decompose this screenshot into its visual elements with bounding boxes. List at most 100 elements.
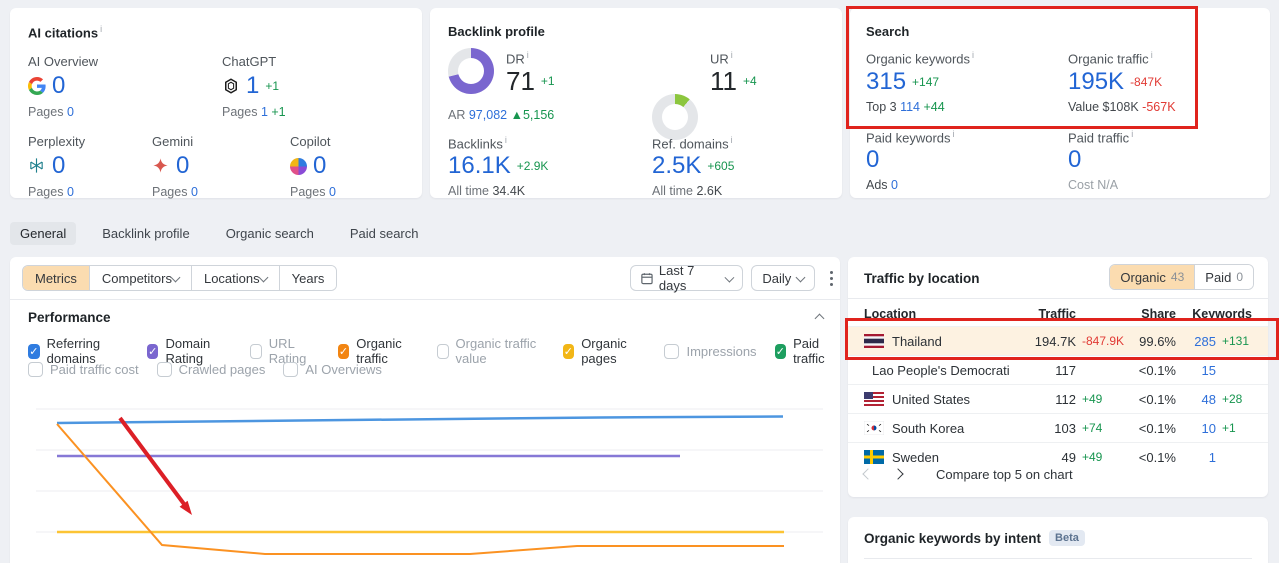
- calendar-icon: [641, 272, 653, 284]
- more-options-button[interactable]: [823, 265, 840, 291]
- ai-item-value[interactable]: 0: [52, 72, 66, 99]
- metric-toggle-url-rating[interactable]: URL Rating: [249, 336, 320, 366]
- collapse-chevron-up-icon[interactable]: [814, 313, 825, 324]
- tab-organic-search[interactable]: Organic search: [225, 225, 314, 241]
- ai-item-ai-overview: AI Overview 0 Pages 0: [28, 54, 98, 119]
- metric-toggle-organic-traffic[interactable]: ✓ Organic traffic: [337, 336, 402, 366]
- divider: [848, 298, 1268, 299]
- keywords-value[interactable]: 285: [1194, 333, 1216, 349]
- pages-value[interactable]: 0: [328, 185, 336, 199]
- pages-label: Pages: [152, 185, 188, 199]
- ai-citations-panel: AI citations i AI Overview 0 Pages 0 Chat…: [10, 8, 422, 199]
- organic-keywords-value[interactable]: 315: [866, 68, 907, 95]
- keywords-value[interactable]: 15: [1201, 362, 1216, 378]
- years-filter-button[interactable]: Years: [278, 266, 337, 290]
- info-icon[interactable]: i: [972, 50, 975, 60]
- pages-value[interactable]: 0: [66, 185, 74, 199]
- metric-toggle-paid-traffic-cost[interactable]: Paid traffic cost: [28, 362, 139, 377]
- top3-label: Top 3: [866, 100, 897, 114]
- value-delta: -567K: [1142, 100, 1176, 114]
- pages-label: Pages: [290, 185, 326, 199]
- ur-delta: +4: [743, 74, 757, 88]
- tab-backlink-profile[interactable]: Backlink profile: [102, 225, 190, 241]
- info-icon[interactable]: i: [730, 50, 733, 60]
- metric-toggle-crawled-pages[interactable]: Crawled pages: [156, 362, 265, 377]
- metric-toggle-referring-domains[interactable]: ✓ Referring domains: [28, 336, 101, 366]
- keywords-delta: +28: [1222, 392, 1243, 406]
- metric-toggle-organic-pages[interactable]: ✓ Organic pages: [562, 336, 627, 366]
- prev-page-button[interactable]: [862, 467, 874, 480]
- toggle-organic[interactable]: Organic 43: [1110, 265, 1195, 289]
- top3-value[interactable]: 114: [900, 100, 921, 114]
- compare-top5-link[interactable]: Compare top 5 on chart: [936, 467, 1073, 482]
- metrics-filter-button[interactable]: Metrics: [23, 266, 89, 290]
- table-row-sweden[interactable]: Sweden 49 +49 <0.1% 1: [848, 442, 1268, 471]
- keywords-by-intent-title: Organic keywords by intent: [864, 530, 1042, 546]
- chatgpt-icon: [222, 77, 240, 95]
- locations-filter-button[interactable]: Locations: [190, 266, 279, 290]
- ref-domains-value[interactable]: 2.5K: [652, 152, 702, 179]
- location-name: United States: [892, 391, 971, 407]
- ai-item-delta: +1: [265, 79, 280, 93]
- metric-toggle-paid-traffic[interactable]: ✓ Paid traffic: [774, 336, 825, 366]
- ai-item-value[interactable]: 0: [176, 152, 190, 179]
- pages-value[interactable]: 0: [66, 105, 74, 119]
- ar-value[interactable]: 97,082: [468, 108, 508, 122]
- paid-keywords-value[interactable]: 0: [866, 146, 880, 173]
- info-icon[interactable]: i: [100, 24, 103, 34]
- info-icon[interactable]: i: [952, 129, 955, 139]
- backlinks-alltime-label: All time: [448, 184, 489, 198]
- share-value: <0.1%: [1138, 391, 1176, 407]
- paid-traffic-value[interactable]: 0: [1068, 146, 1082, 173]
- keywords-value[interactable]: 48: [1201, 391, 1216, 407]
- organic-traffic-value[interactable]: 195K: [1068, 68, 1125, 95]
- info-icon[interactable]: i: [1131, 129, 1134, 139]
- perplexity-icon: [28, 157, 46, 175]
- tab-paid-search[interactable]: Paid search: [349, 225, 419, 241]
- competitors-filter-button[interactable]: Competitors: [88, 266, 191, 290]
- ads-value[interactable]: 0: [891, 178, 898, 192]
- date-range-button[interactable]: Last 7 days: [630, 263, 744, 293]
- keywords-value[interactable]: 10: [1201, 420, 1216, 436]
- ai-item-value[interactable]: 1: [246, 72, 260, 99]
- metric-toggles-row-2: Paid traffic cost Crawled pages AI Overv…: [28, 362, 382, 377]
- pages-label: Pages: [28, 185, 64, 199]
- info-icon[interactable]: i: [1150, 50, 1153, 60]
- table-row-laos[interactable]: Lao People's Democratic Rep 117 <0.1% 15: [848, 355, 1268, 384]
- ai-item-label: Perplexity: [28, 134, 86, 149]
- divider: [864, 558, 1252, 559]
- metric-toggle-domain-rating[interactable]: ✓ Domain Rating: [146, 336, 211, 366]
- pages-value[interactable]: 1: [260, 105, 268, 119]
- table-header-row: Location Traffic Share Keywords: [848, 302, 1268, 326]
- info-icon[interactable]: i: [730, 135, 733, 145]
- tab-general[interactable]: General: [10, 221, 77, 245]
- metric-toggle-impressions[interactable]: Impressions: [664, 343, 757, 359]
- performance-chart[interactable]: [26, 387, 830, 563]
- google-icon: [28, 77, 46, 95]
- ai-item-value[interactable]: 0: [313, 152, 327, 179]
- pages-value[interactable]: 0: [190, 185, 198, 199]
- col-keywords[interactable]: Keywords: [1192, 307, 1252, 321]
- ai-item-perplexity: Perplexity 0 Pages 0: [28, 134, 85, 199]
- granularity-button[interactable]: Daily: [751, 265, 816, 291]
- info-icon[interactable]: i: [504, 135, 507, 145]
- pages-label: Pages: [222, 105, 258, 119]
- col-traffic[interactable]: Traffic: [1038, 307, 1076, 321]
- location-name: Lao People's Democratic Rep: [872, 362, 1010, 378]
- cost-label: Cost: [1068, 178, 1094, 192]
- table-row-united-states[interactable]: United States 112 +49 <0.1% 48 +28: [848, 384, 1268, 413]
- metric-toggle-ai-overviews[interactable]: AI Overviews: [283, 362, 382, 377]
- table-row-thailand[interactable]: Thailand 194.7K -847.9K 99.6% 285 +131: [848, 326, 1268, 355]
- next-page-button[interactable]: [892, 467, 904, 480]
- south-korea-flag-icon: [864, 421, 884, 435]
- metric-toggle-organic-traffic-value[interactable]: Organic traffic value: [436, 336, 545, 366]
- table-row-south-korea[interactable]: South Korea 103 +74 <0.1% 10 +1: [848, 413, 1268, 442]
- backlinks-value[interactable]: 16.1K: [448, 152, 511, 179]
- toggle-paid[interactable]: Paid 0: [1194, 265, 1253, 289]
- organic-keywords-label: Organic keywords i: [866, 50, 975, 67]
- info-icon[interactable]: i: [526, 50, 529, 60]
- ai-item-value[interactable]: 0: [52, 152, 66, 179]
- location-name: South Korea: [892, 420, 965, 436]
- col-share[interactable]: Share: [1141, 307, 1176, 321]
- keywords-value[interactable]: 1: [1208, 449, 1216, 465]
